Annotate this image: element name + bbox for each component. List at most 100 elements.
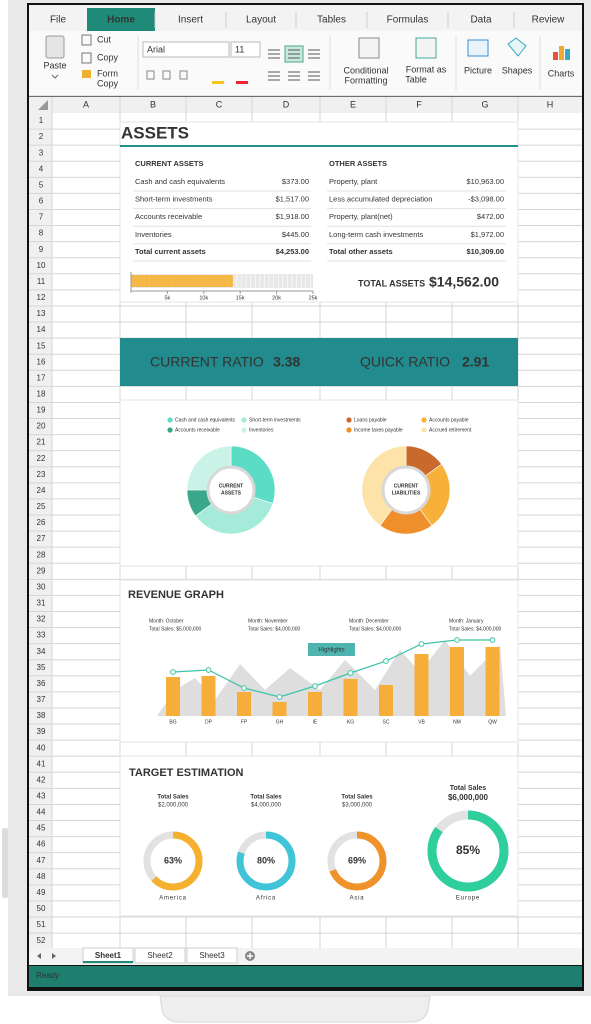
row-header[interactable]: 11	[37, 277, 46, 286]
row-header[interactable]: 17	[37, 373, 46, 382]
sheet-tab-label[interactable]: Sheet1	[95, 951, 122, 960]
row-header[interactable]: 45	[37, 824, 46, 833]
shapes-button[interactable]: Shapes	[502, 65, 533, 75]
column-header[interactable]: H	[547, 99, 554, 109]
row-header[interactable]: 36	[37, 679, 46, 688]
font-size-box[interactable]	[230, 41, 261, 58]
row-header[interactable]: 25	[37, 502, 46, 511]
row-header[interactable]: 35	[37, 663, 46, 672]
paste-icon[interactable]	[45, 35, 65, 59]
row-header[interactable]: 31	[37, 599, 46, 608]
row-header[interactable]: 5	[39, 180, 44, 189]
row-header[interactable]: 41	[37, 759, 46, 768]
ribbon-tab[interactable]: File	[50, 15, 67, 26]
row-header[interactable]: 24	[37, 486, 46, 495]
style-button[interactable]	[162, 70, 171, 80]
paste-button[interactable]: Paste	[43, 60, 66, 70]
row-header[interactable]: 39	[37, 727, 46, 736]
fill-color[interactable]	[212, 81, 224, 84]
row-header[interactable]: 3	[39, 148, 44, 157]
charts-button[interactable]: Charts	[548, 68, 575, 78]
row-header[interactable]: 47	[37, 856, 46, 865]
row-header[interactable]: 1	[39, 116, 44, 125]
ribbon-tab[interactable]: Formulas	[387, 15, 429, 26]
conditional-formatting-button[interactable]: Conditional	[343, 65, 388, 75]
row-header[interactable]: 7	[39, 213, 44, 222]
row-header[interactable]: 43	[37, 792, 46, 801]
row-header[interactable]: 9	[39, 245, 44, 254]
charts-icon[interactable]	[565, 49, 570, 60]
row-header[interactable]: 16	[37, 357, 46, 366]
row-header[interactable]: 10	[37, 261, 46, 270]
font-color[interactable]	[236, 81, 248, 84]
column-header[interactable]: E	[350, 99, 356, 109]
charts-icon[interactable]	[559, 46, 564, 60]
format-copy-button[interactable]: Copy	[97, 78, 119, 88]
ribbon-tab[interactable]: Insert	[178, 15, 203, 26]
row-header[interactable]: 33	[37, 631, 46, 640]
sheet-tab[interactable]	[134, 947, 186, 964]
ribbon-tab[interactable]: Home	[107, 15, 135, 26]
scroll-left[interactable]	[37, 953, 41, 959]
conditional-formatting-button[interactable]: Formatting	[344, 75, 387, 85]
row-header[interactable]: 14	[37, 325, 46, 334]
font-size[interactable]: 11	[235, 44, 244, 54]
row-header[interactable]: 29	[37, 566, 46, 575]
row-header[interactable]: 32	[37, 615, 46, 624]
column-header[interactable]: C	[216, 99, 223, 109]
ribbon-tab[interactable]: Layout	[246, 15, 276, 26]
font-box[interactable]	[142, 41, 230, 58]
column-header[interactable]: A	[83, 99, 89, 109]
row-header[interactable]: 50	[37, 904, 46, 913]
select-all[interactable]	[38, 100, 48, 110]
row-header[interactable]: 20	[37, 422, 46, 431]
row-header[interactable]: 38	[37, 711, 46, 720]
row-header[interactable]: 42	[37, 775, 46, 784]
column-header[interactable]: B	[150, 99, 156, 109]
sheet-tab-label[interactable]: Sheet3	[199, 951, 225, 960]
cut-button[interactable]: Cut	[97, 34, 112, 44]
row-header[interactable]: 26	[37, 518, 46, 527]
column-header[interactable]: D	[283, 99, 290, 109]
row-header[interactable]: 13	[37, 309, 46, 318]
row-header[interactable]: 48	[37, 872, 46, 881]
row-header[interactable]: 51	[37, 920, 46, 929]
row-header[interactable]: 4	[39, 164, 44, 173]
font-name[interactable]: Arial	[147, 44, 165, 54]
cond-format-icon[interactable]	[358, 37, 380, 59]
scroll-right[interactable]	[52, 953, 56, 959]
row-header[interactable]: 19	[37, 406, 46, 415]
format-as-table-button[interactable]: Format as	[406, 64, 447, 74]
row-header[interactable]: 28	[37, 550, 46, 559]
row-header[interactable]: 46	[37, 840, 46, 849]
row-header[interactable]: 6	[39, 197, 44, 206]
sheet-tab-label[interactable]: Sheet2	[147, 951, 173, 960]
row-header[interactable]: 18	[37, 390, 46, 399]
format-table-icon[interactable]	[415, 37, 437, 59]
row-header[interactable]: 2	[39, 132, 44, 141]
row-header[interactable]: 8	[39, 229, 44, 238]
format-as-table-button[interactable]: Table	[405, 74, 427, 84]
picture-icon[interactable]	[467, 39, 489, 57]
column-header[interactable]: G	[481, 99, 488, 109]
ribbon-tab[interactable]: Data	[470, 15, 492, 26]
row-header[interactable]: 22	[37, 454, 46, 463]
row-header[interactable]: 40	[37, 743, 46, 752]
row-header[interactable]: 34	[37, 647, 46, 656]
row-header[interactable]: 21	[37, 438, 46, 447]
ribbon-tab[interactable]: Tables	[317, 15, 346, 26]
picture-button[interactable]: Picture	[464, 65, 492, 75]
shapes-icon[interactable]	[507, 37, 527, 57]
row-header[interactable]: 44	[37, 808, 46, 817]
row-header[interactable]: 30	[37, 582, 46, 591]
row-header[interactable]: 52	[37, 936, 46, 945]
column-header[interactable]: F	[416, 99, 422, 109]
style-button[interactable]	[146, 70, 155, 80]
ribbon-tab[interactable]: Review	[532, 15, 566, 26]
row-header[interactable]: 27	[37, 534, 46, 543]
row-header[interactable]: 12	[37, 293, 46, 302]
row-header[interactable]: 23	[37, 470, 46, 479]
row-header[interactable]: 15	[37, 341, 46, 350]
style-button[interactable]	[179, 70, 188, 80]
row-header[interactable]: 49	[37, 888, 46, 897]
